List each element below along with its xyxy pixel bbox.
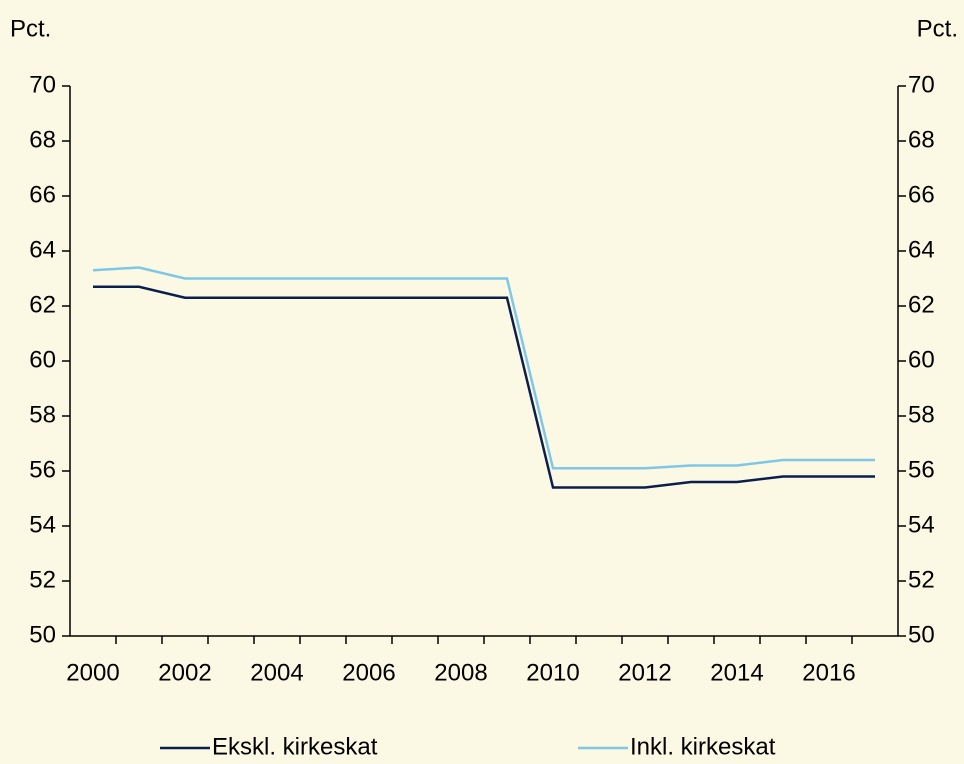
y-tick-label: 70 (29, 71, 56, 98)
y2-tick-label: 70 (908, 71, 935, 98)
y-tick-label: 50 (29, 621, 56, 648)
x-tick-label: 2010 (526, 659, 579, 686)
x-tick-label: 2008 (434, 659, 487, 686)
y-tick-label: 66 (29, 181, 56, 208)
x-tick-label: 2012 (618, 659, 671, 686)
y2-tick-label: 50 (908, 621, 935, 648)
y2-tick-label: 68 (908, 126, 935, 153)
x-tick-label: 2000 (66, 659, 119, 686)
x-tick-label: 2004 (250, 659, 303, 686)
x-tick-label: 2002 (158, 659, 211, 686)
y-tick-label: 54 (29, 511, 56, 538)
x-tick-label: 2014 (710, 659, 763, 686)
y-tick-label: 62 (29, 291, 56, 318)
y2-tick-label: 56 (908, 456, 935, 483)
x-tick-label: 2016 (802, 659, 855, 686)
legend-label: Inkl. kirkeskat (630, 733, 776, 760)
y-tick-label: 64 (29, 236, 56, 263)
y2-tick-label: 66 (908, 181, 935, 208)
y-tick-label: 68 (29, 126, 56, 153)
series-line (93, 285, 875, 489)
y2-tick-label: 64 (908, 236, 935, 263)
y-tick-label: 58 (29, 401, 56, 428)
legend-label: Ekskl. kirkeskat (212, 733, 378, 760)
series-line (92, 266, 875, 470)
x-tick-label: 2006 (342, 659, 395, 686)
y2-tick-label: 52 (908, 566, 935, 593)
y-tick-label: 56 (29, 456, 56, 483)
y2-tick-label: 60 (908, 346, 935, 373)
y2-tick-label: 58 (908, 401, 935, 428)
y-axis-label: Pct. (10, 15, 51, 42)
y-tick-label: 52 (29, 566, 56, 593)
y-tick-label: 60 (29, 346, 56, 373)
y2-axis-label: Pct. (917, 15, 958, 42)
y2-tick-label: 54 (908, 511, 935, 538)
y2-tick-label: 62 (908, 291, 935, 318)
